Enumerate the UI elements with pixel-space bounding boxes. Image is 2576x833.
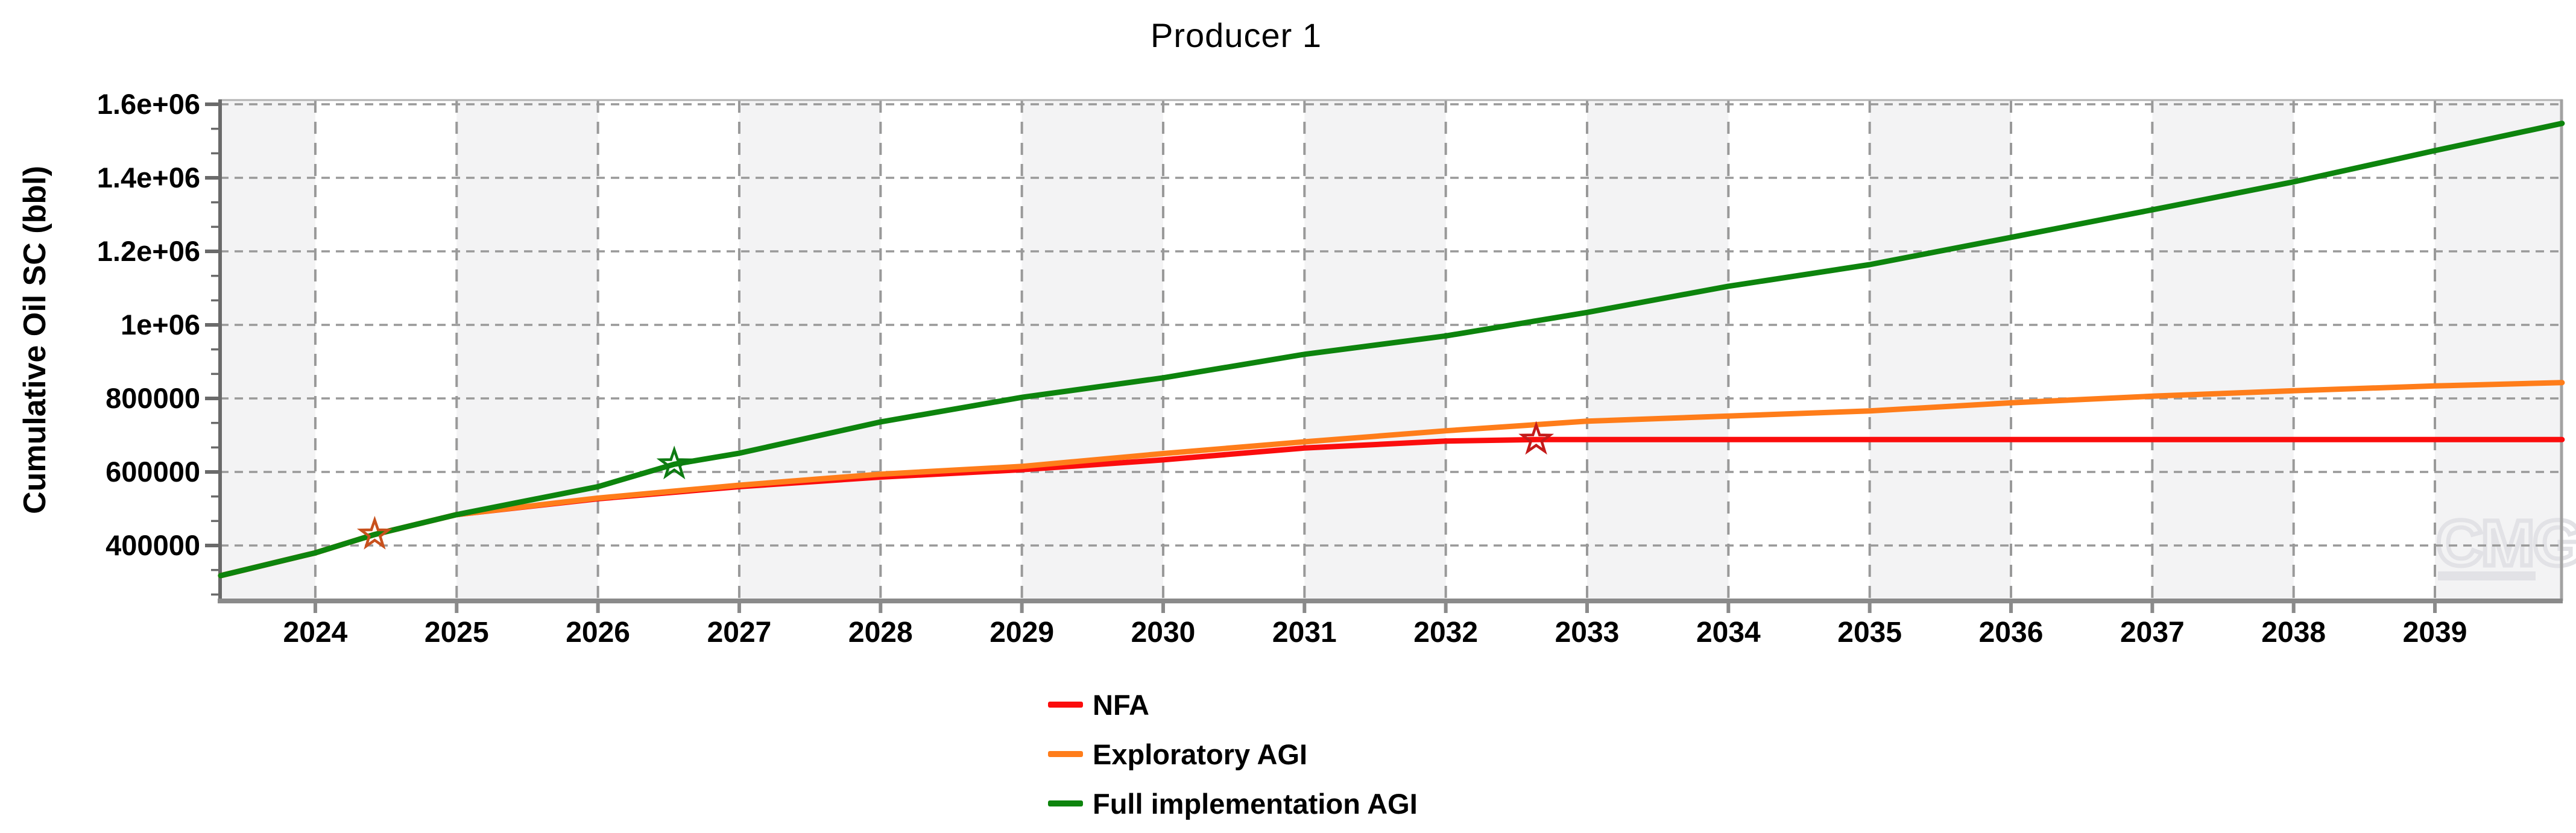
star-marker-exploratory-agi [356,515,393,550]
x-tick-label-2025: 2025 [425,617,489,649]
y-tick-labels: 400000 600000 800000 1e+06 1.2e+06 1.4e+06 1.6… [97,88,200,561]
legend-item-exploratory-agi: Exploratory AGI [1048,729,1418,779]
y-tick-label-1.4e+06: 1.4e+06 [97,162,200,193]
x-tick-labels: 2024 2025 2026 2027 2028 2029 2030 2031 2032 2033… [283,617,2467,649]
year-stripe-2037 [2152,101,2294,601]
year-stripe-2023 [220,101,315,601]
y-tick-label-1.6e+06: 1.6e+06 [97,88,200,120]
cmg-logo-underline [2438,571,2536,580]
x-axis-ticks [313,603,2437,613]
series-curves [218,121,2565,579]
year-stripe-2039 [2435,101,2562,601]
x-tick-label-2032: 2032 [1413,617,1478,649]
legend: NFA Exploratory AGI Full implementation … [1048,680,1418,828]
year-stripe-2025 [456,101,598,601]
x-tick-label-2037: 2037 [2120,617,2185,649]
x-tick-label-2024: 2024 [283,617,348,649]
star-marker-full-implementation-agi [656,445,692,480]
legend-item-nfa: NFA [1048,680,1418,729]
y-tick-label-1e+06: 1e+06 [121,309,200,341]
y-axis-ticks [205,102,219,596]
series-markers [356,421,1555,550]
legend-label-full-implementation-agi: Full implementation AGI [1093,787,1418,820]
x-tick-label-2038: 2038 [2261,617,2326,649]
y-tick-label-400000: 400000 [106,529,200,561]
year-stripe-2027 [739,101,881,601]
year-stripe-2033 [1586,101,1729,601]
year-stripe-2035 [1869,101,2012,601]
legend-swatch-full-implementation-agi [1048,800,1083,806]
legend-swatch-nfa [1048,702,1083,708]
y-tick-label-1.2e+06: 1.2e+06 [97,235,200,267]
cmg-logo-text: CMG [2436,506,2576,579]
legend-swatch-exploratory-agi [1048,751,1083,757]
x-tick-label-2034: 2034 [1696,617,1761,649]
chart-title: Producer 1 [1151,16,1322,54]
y-tick-label-600000: 600000 [106,456,200,488]
legend-label-nfa: NFA [1093,688,1149,721]
y-tick-label-800000: 800000 [106,382,200,414]
x-tick-label-2028: 2028 [848,617,913,649]
x-tick-label-2027: 2027 [707,617,772,649]
x-tick-label-2029: 2029 [990,617,1054,649]
x-tick-label-2033: 2033 [1555,617,1620,649]
series-line-full-implementation-agi [218,121,2565,579]
x-tick-label-2039: 2039 [2403,617,2467,649]
cmg-logo-watermark: CMG [2434,505,2576,582]
x-tick-label-2035: 2035 [1837,617,1902,649]
year-stripe-bands [220,101,2562,601]
x-tick-label-2026: 2026 [566,617,630,649]
plot-borders [218,99,2563,603]
year-stripe-2029 [1021,101,1163,601]
legend-item-full-implementation-agi: Full implementation AGI [1048,779,1418,828]
star-marker-nfa [1518,421,1555,455]
x-tick-label-2030: 2030 [1131,617,1196,649]
legend-label-exploratory-agi: Exploratory AGI [1093,738,1308,770]
x-tick-label-2031: 2031 [1272,617,1337,649]
x-tick-label-2036: 2036 [1979,617,2044,649]
